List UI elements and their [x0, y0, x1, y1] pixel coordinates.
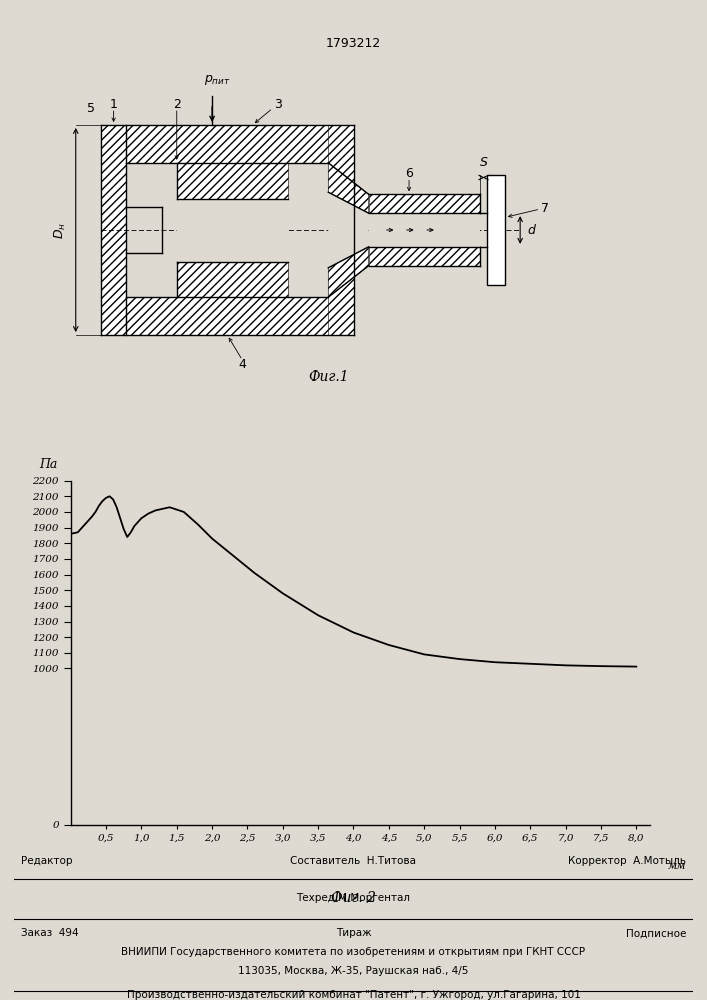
Polygon shape: [177, 163, 288, 198]
Text: Корректор  А.Мотыль: Корректор А.Мотыль: [568, 856, 686, 865]
Polygon shape: [101, 125, 127, 335]
Polygon shape: [328, 268, 354, 335]
Text: Производственно-издательский комбинат "Патент", г. Ужгород, ул.Гагарина, 101: Производственно-издательский комбинат "П…: [127, 990, 580, 1000]
Polygon shape: [177, 198, 288, 261]
Text: d: d: [527, 224, 536, 236]
Text: 1793212: 1793212: [326, 37, 381, 50]
Polygon shape: [328, 125, 354, 192]
Text: Редактор: Редактор: [21, 856, 72, 865]
Polygon shape: [328, 247, 368, 297]
Text: Подписное: Подписное: [626, 928, 686, 938]
Text: 113035, Москва, Ж-35, Раушская наб., 4/5: 113035, Москва, Ж-35, Раушская наб., 4/5: [238, 966, 469, 976]
Polygon shape: [368, 247, 480, 266]
Polygon shape: [487, 175, 505, 285]
Text: 1: 1: [110, 98, 117, 110]
Text: $D_н$: $D_н$: [53, 221, 68, 239]
Text: Па: Па: [39, 458, 57, 471]
Polygon shape: [328, 163, 368, 213]
Text: 3: 3: [274, 98, 281, 110]
Polygon shape: [368, 213, 480, 247]
Polygon shape: [101, 125, 354, 163]
Text: $p_{пит}$: $p_{пит}$: [204, 73, 230, 87]
Text: Тираж: Тираж: [336, 928, 371, 938]
Text: Фиг.1: Фиг.1: [308, 370, 349, 384]
Polygon shape: [127, 163, 328, 297]
Text: 7: 7: [542, 202, 549, 216]
Polygon shape: [177, 261, 288, 297]
Text: S: S: [479, 156, 487, 169]
Polygon shape: [368, 194, 480, 213]
Text: Заказ  494: Заказ 494: [21, 928, 78, 938]
Text: 5: 5: [87, 102, 95, 115]
Text: 4: 4: [238, 358, 246, 371]
Text: Составитель  Н.Титова: Составитель Н.Титова: [291, 856, 416, 865]
Text: мм: мм: [668, 861, 686, 871]
Text: ВНИИПИ Государственного комитета по изобретениям и открытиям при ГКНТ СССР: ВНИИПИ Государственного комитета по изоб…: [122, 947, 585, 957]
Text: 2: 2: [173, 98, 181, 110]
Text: 6: 6: [405, 167, 413, 180]
Text: Техред М.Моргентал: Техред М.Моргентал: [296, 893, 411, 903]
Polygon shape: [328, 192, 368, 268]
Polygon shape: [101, 297, 354, 335]
Text: Фиг. 2: Фиг. 2: [331, 891, 376, 905]
